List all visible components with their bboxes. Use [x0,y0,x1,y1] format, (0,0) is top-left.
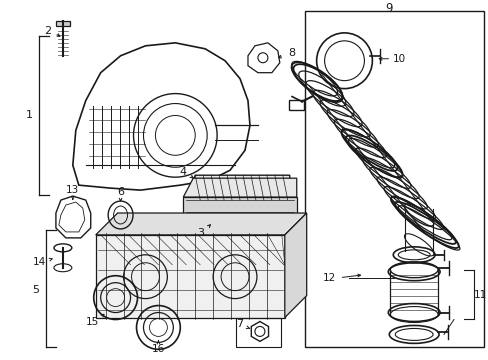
Text: 2: 2 [44,26,51,36]
Text: 1: 1 [25,111,33,121]
Bar [304,11,483,347]
Polygon shape [96,235,284,318]
Text: 12: 12 [322,273,336,283]
Text: 15: 15 [86,318,99,328]
Polygon shape [183,178,296,197]
Polygon shape [96,213,306,235]
Polygon shape [56,21,70,26]
Text: 8: 8 [287,48,295,58]
Text: 13: 13 [66,185,79,195]
Text: 4: 4 [180,167,186,177]
Polygon shape [183,197,296,215]
Bar [288,100,304,109]
Text: 10: 10 [392,54,405,64]
Text: 3: 3 [196,228,203,238]
Bar [236,318,280,347]
Text: 5: 5 [32,285,40,294]
Text: 16: 16 [151,345,164,354]
Text: 6: 6 [117,187,124,197]
Polygon shape [185,175,289,225]
Text: 11: 11 [473,289,487,300]
Text: 7: 7 [236,319,243,329]
Text: 9: 9 [385,3,392,15]
Polygon shape [284,213,306,318]
Text: 14: 14 [32,257,45,267]
